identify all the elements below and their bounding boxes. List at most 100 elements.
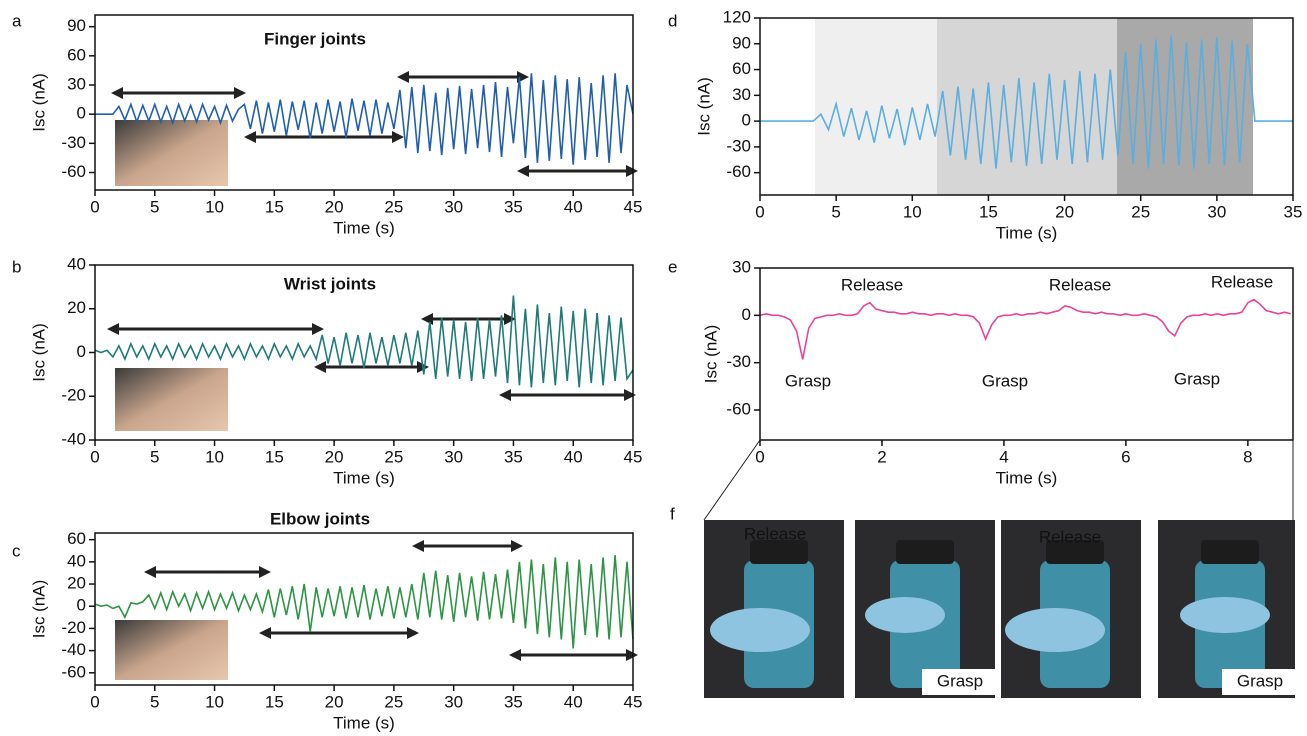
signal-line (760, 35, 1293, 169)
signal-line (94, 555, 634, 649)
x-tick-label: 40 (564, 447, 583, 466)
photo-caption: Release (744, 524, 806, 543)
panel-label: a (12, 11, 22, 30)
y-tick-label: 0 (77, 596, 86, 615)
x-tick-label: 8 (1243, 447, 1252, 466)
panel-label: e (668, 257, 677, 276)
y-tick-label: 30 (732, 85, 751, 104)
x-tick-label: 40 (564, 692, 583, 711)
panel-label: d (668, 11, 677, 30)
y-tick-label: 30 (67, 74, 86, 93)
interval-arrows (107, 71, 638, 661)
x-tick-label: 30 (1207, 202, 1226, 221)
x-tick-label: 0 (755, 447, 764, 466)
connector (703, 439, 761, 521)
y-axis-label: Isc (nA) (694, 77, 713, 136)
x-axis-label: Time (s) (333, 468, 395, 487)
caption-bg (922, 669, 998, 695)
x-tick-label: 20 (325, 447, 344, 466)
x-tick-label: 20 (325, 692, 344, 711)
x-tick-label: 0 (90, 197, 99, 216)
y-tick-label: -60 (726, 162, 751, 181)
x-tick-label: 5 (150, 692, 159, 711)
panel-label: b (12, 257, 21, 276)
y-tick-label: -20 (61, 618, 86, 637)
plot-frame (94, 532, 634, 686)
y-axis-label: Isc (nA) (701, 325, 720, 384)
inset-photo (115, 120, 228, 186)
x-tick-label: 25 (384, 197, 403, 216)
x-tick-label: 30 (444, 692, 463, 711)
x-tick-label: 15 (265, 197, 284, 216)
x-tick-label: 25 (384, 447, 403, 466)
y-tick-label: 60 (732, 59, 751, 78)
y-tick-label: 0 (77, 104, 86, 123)
y-tick-label: -30 (726, 136, 751, 155)
plot-frame (94, 14, 634, 191)
x-tick-label: 6 (1121, 447, 1130, 466)
y-tick-label: 0 (77, 342, 86, 361)
y-tick-label: -30 (61, 133, 86, 152)
y-tick-label: -60 (61, 162, 86, 181)
panel-title: Wrist joints (284, 274, 376, 293)
y-tick-label: 40 (67, 254, 86, 273)
annotation: Release (1211, 272, 1273, 291)
x-tick-label: 35 (504, 447, 523, 466)
x-tick-label: 40 (564, 197, 583, 216)
y-tick-label: -30 (726, 352, 751, 371)
y-tick-label: 90 (732, 33, 751, 52)
photo-caption: Release (1039, 527, 1101, 546)
plot-frame (759, 17, 1294, 196)
x-tick-label: 45 (624, 692, 643, 711)
x-axis-label: Time (s) (996, 223, 1058, 242)
x-tick-label: 5 (831, 202, 840, 221)
y-tick-label: -40 (61, 640, 86, 659)
y-tick-label: 90 (67, 16, 86, 35)
y-tick-label: 40 (67, 551, 86, 570)
plot-frame (759, 267, 1294, 441)
signal-line (94, 295, 634, 388)
x-tick-label: 4 (999, 447, 1008, 466)
x-tick-label: 10 (205, 692, 224, 711)
panel-title: Elbow joints (270, 509, 370, 528)
x-tick-label: 15 (265, 447, 284, 466)
inset-photo (115, 368, 228, 431)
x-tick-label: 25 (384, 692, 403, 711)
x-tick-label: 30 (444, 447, 463, 466)
x-axis-label: Time (s) (333, 218, 395, 237)
panel-title: Finger joints (264, 29, 366, 48)
x-tick-label: 45 (624, 447, 643, 466)
x-tick-label: 2 (877, 447, 886, 466)
stage-shade (815, 18, 937, 195)
x-tick-label: 35 (504, 692, 523, 711)
photo-strip (704, 520, 1295, 698)
x-tick-label: 20 (325, 197, 344, 216)
y-tick-label: 30 (732, 257, 751, 276)
y-axis-label: Isc (nA) (29, 73, 48, 132)
y-tick-label: 60 (67, 529, 86, 548)
annotation: Release (841, 275, 903, 294)
annotation: Release (1049, 275, 1111, 294)
y-tick-label: -40 (61, 429, 86, 448)
x-tick-label: 35 (504, 197, 523, 216)
y-axis-label: Isc (nA) (29, 580, 48, 639)
photo-caption: Grasp (937, 671, 983, 690)
annotation: Grasp (982, 371, 1028, 390)
y-tick-label: 20 (67, 574, 86, 593)
photo-caption: Grasp (1237, 671, 1283, 690)
annotation: Grasp (1174, 369, 1220, 388)
x-tick-label: 10 (205, 447, 224, 466)
x-tick-label: 20 (1055, 202, 1074, 221)
x-tick-label: 0 (755, 202, 764, 221)
x-tick-label: 10 (903, 202, 922, 221)
annotation: Grasp (785, 371, 831, 390)
x-tick-label: 10 (205, 197, 224, 216)
y-tick-label: -20 (61, 386, 86, 405)
x-tick-label: 25 (1131, 202, 1150, 221)
y-tick-label: 20 (67, 298, 86, 317)
x-tick-label: 5 (150, 197, 159, 216)
signal-line (759, 298, 1291, 360)
panel-label: c (12, 541, 21, 560)
